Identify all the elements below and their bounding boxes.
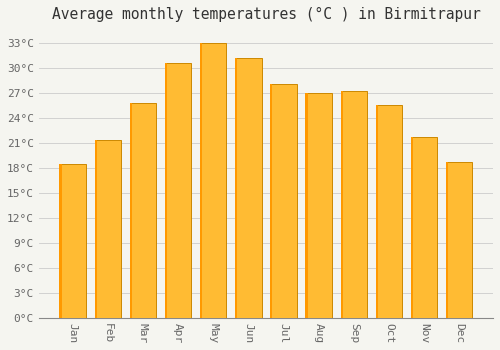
Bar	[340, 91, 367, 318]
Bar	[446, 162, 448, 318]
Bar	[130, 103, 132, 318]
Bar	[165, 63, 167, 318]
Bar	[94, 140, 96, 318]
Bar	[94, 140, 121, 318]
Bar	[446, 162, 472, 318]
Bar	[411, 137, 413, 318]
Bar	[200, 43, 226, 318]
Bar	[411, 137, 438, 318]
Bar	[235, 58, 238, 318]
Bar	[235, 58, 262, 318]
Bar	[306, 93, 332, 318]
Title: Average monthly temperatures (°C ) in Birmitrapur: Average monthly temperatures (°C ) in Bi…	[52, 7, 480, 22]
Bar	[340, 91, 342, 318]
Bar	[130, 103, 156, 318]
Bar	[60, 163, 62, 318]
Bar	[376, 105, 378, 318]
Bar	[306, 93, 308, 318]
Bar	[200, 43, 202, 318]
Bar	[165, 63, 191, 318]
Bar	[376, 105, 402, 318]
Bar	[270, 84, 272, 318]
Bar	[270, 84, 296, 318]
Bar	[60, 163, 86, 318]
